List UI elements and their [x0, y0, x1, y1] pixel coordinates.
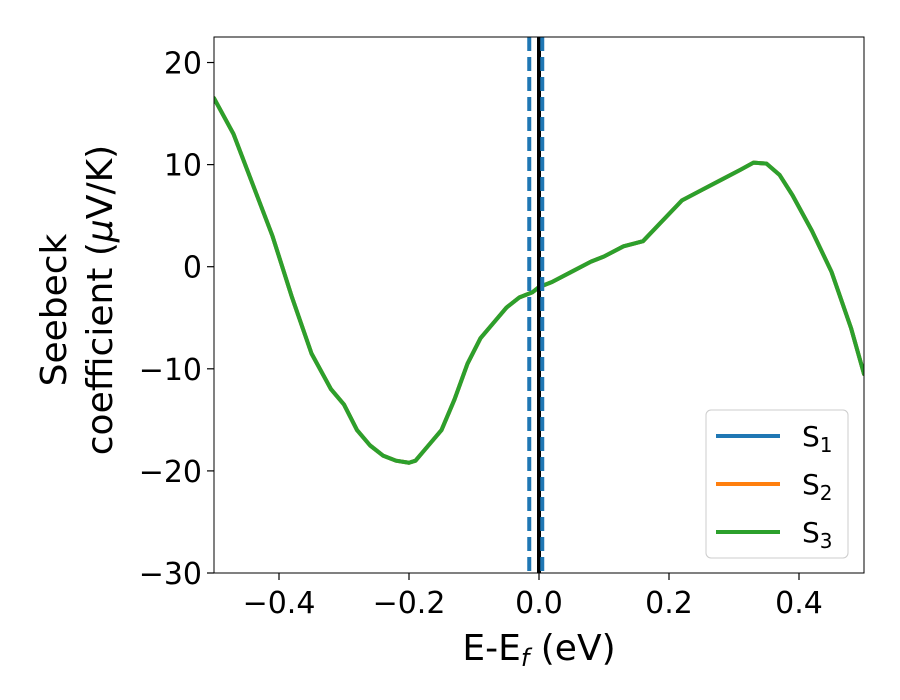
y-axis-title-line2: coefficient (μV/K) [80, 145, 121, 455]
y-tick-label: 0 [183, 251, 202, 286]
y-tick-label: 20 [164, 47, 202, 82]
y-tick-label: 10 [164, 149, 202, 184]
legend-label-s2: S2 [802, 468, 833, 505]
legend-label-s3: S3 [802, 516, 833, 553]
legend-label-s1: S1 [802, 420, 833, 457]
x-tick-label: 0.4 [775, 586, 823, 621]
y-tick-label: −30 [139, 557, 202, 592]
y-tick-label: −10 [139, 353, 202, 388]
x-axis-title: E-Ef (eV) [462, 628, 615, 672]
y-tick-label: −20 [139, 455, 202, 490]
x-tick-label: 0.0 [515, 586, 563, 621]
y-axis-title-line1: Seebeck [34, 233, 75, 386]
series-line-s3 [214, 96, 864, 465]
legend: S1 S2 S3 [705, 409, 849, 559]
x-tick-label: 0.2 [645, 586, 693, 621]
x-tick-label: −0.2 [373, 586, 446, 621]
x-tick-label: −0.4 [243, 586, 316, 621]
